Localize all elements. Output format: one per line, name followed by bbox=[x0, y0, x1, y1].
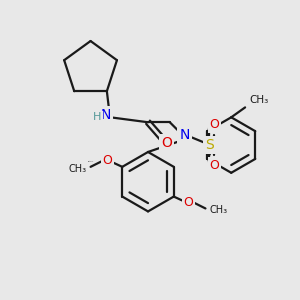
Text: O: O bbox=[209, 159, 219, 172]
Text: CH₃: CH₃ bbox=[68, 164, 87, 174]
Text: N: N bbox=[100, 108, 111, 122]
Text: CH₃: CH₃ bbox=[209, 206, 228, 215]
Text: O: O bbox=[103, 154, 112, 167]
Text: CH₃: CH₃ bbox=[249, 95, 268, 105]
Text: O: O bbox=[161, 136, 172, 150]
Text: H: H bbox=[93, 112, 102, 122]
Text: N: N bbox=[179, 128, 190, 142]
Text: S: S bbox=[205, 138, 214, 152]
Text: O: O bbox=[184, 196, 194, 209]
Text: methoxy: methoxy bbox=[88, 160, 94, 161]
Text: O: O bbox=[209, 118, 219, 131]
